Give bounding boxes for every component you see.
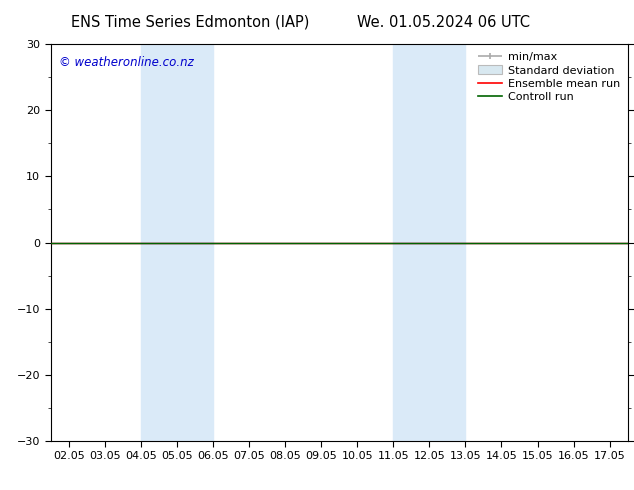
Bar	[429, 44, 465, 441]
Text: ENS Time Series Edmonton (IAP): ENS Time Series Edmonton (IAP)	[71, 15, 309, 30]
Bar	[141, 44, 177, 441]
Bar	[177, 44, 213, 441]
Legend: min/max, Standard deviation, Ensemble mean run, Controll run: min/max, Standard deviation, Ensemble me…	[476, 49, 622, 104]
Bar	[393, 44, 429, 441]
Text: We. 01.05.2024 06 UTC: We. 01.05.2024 06 UTC	[358, 15, 530, 30]
Text: © weatheronline.co.nz: © weatheronline.co.nz	[60, 56, 194, 69]
